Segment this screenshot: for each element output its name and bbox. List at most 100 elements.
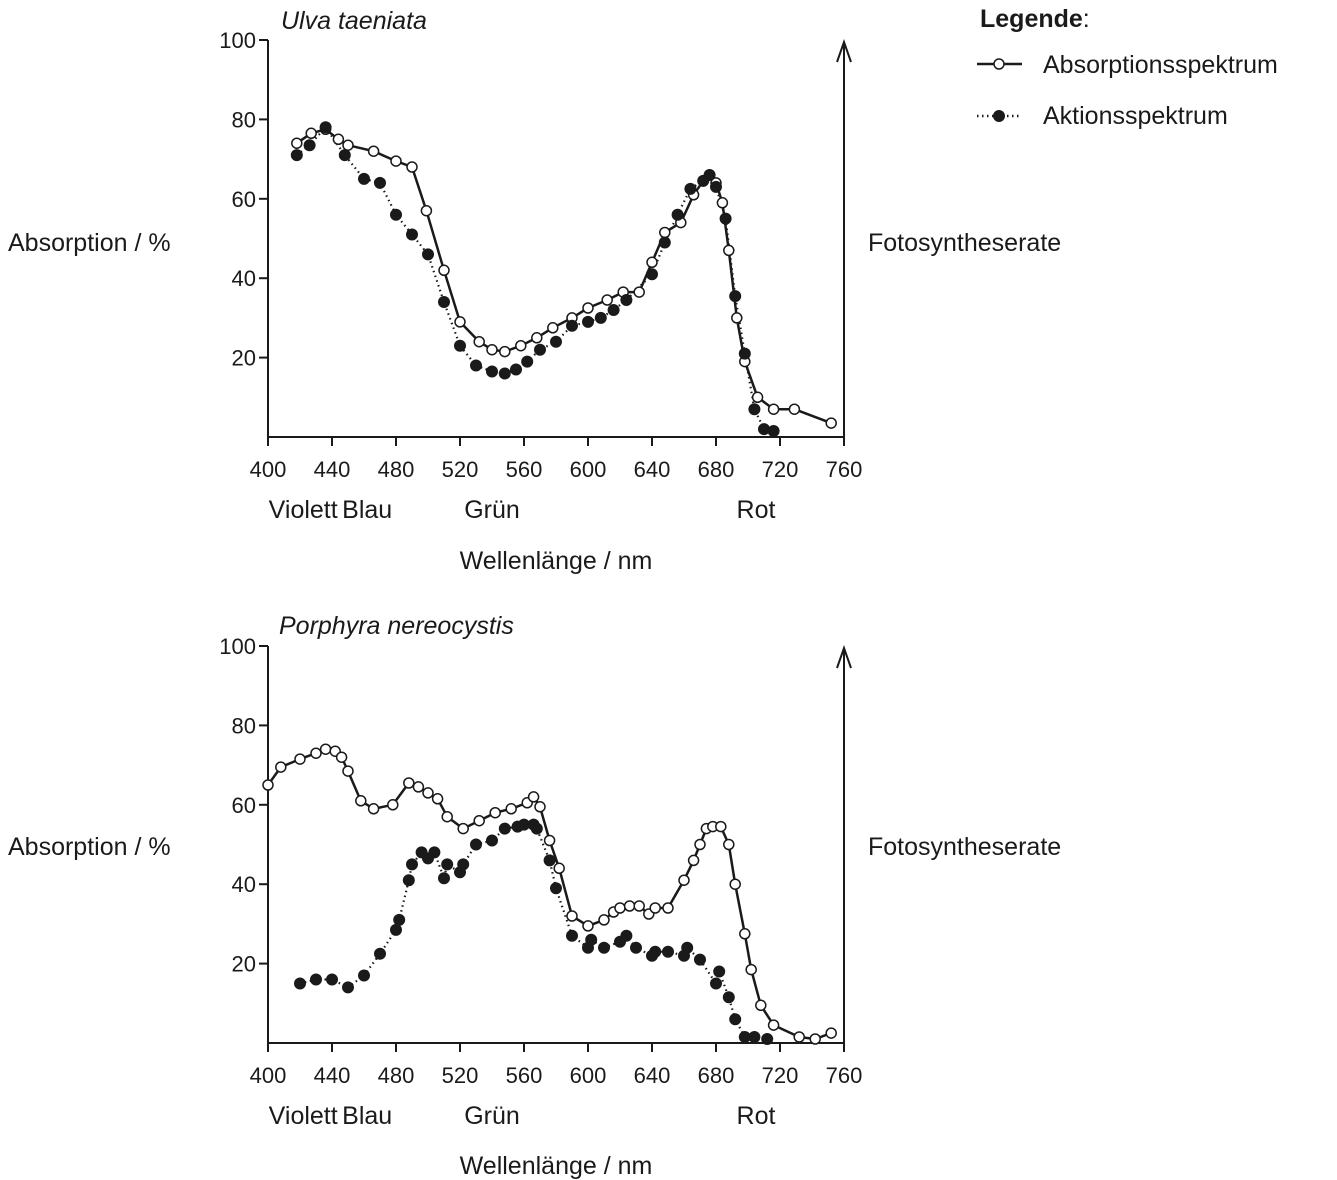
absorption-data-point — [716, 197, 729, 209]
color-regions: Violett Blau Grün Rot — [269, 496, 776, 524]
absorption-data-point — [755, 999, 767, 1012]
absorption-data-point — [342, 139, 354, 151]
action-data-point — [748, 403, 761, 416]
absorption-data-point — [406, 161, 418, 173]
absorption-data-point — [553, 862, 565, 875]
action-data-point — [294, 977, 306, 990]
action-data-point — [438, 872, 450, 885]
region-label: Violett — [269, 496, 338, 524]
legend-action-entry: Aktionsspektrum — [977, 102, 1228, 130]
region-label: Rot — [737, 496, 776, 524]
right-axis-arrowhead — [836, 644, 852, 669]
y-ticks: 20 40 60 80 100 — [219, 28, 268, 371]
x-tick-label: 520 — [442, 1063, 479, 1088]
absorption-data-point — [543, 834, 556, 847]
x-tick-label: 600 — [570, 1063, 607, 1088]
action-data-point — [438, 296, 450, 308]
panel-ulva: Ulva taeniata Absorption / % Fotosynthes… — [8, 7, 1061, 575]
absorption-data-point — [601, 294, 613, 306]
absorption-spectrum-line — [266, 747, 832, 1041]
action-data-point — [729, 290, 742, 303]
action-data-point — [498, 367, 511, 380]
action-spectrum-line — [296, 126, 774, 433]
absorption-data-point — [441, 810, 453, 823]
region-label: Grün — [464, 496, 520, 524]
absorption-spectrum-line — [296, 128, 832, 425]
action-data-point — [510, 363, 522, 376]
absorption-data-point — [809, 1033, 821, 1045]
action-data-point — [530, 822, 543, 835]
legend-absorption-entry: Absorptionsspektrum — [977, 51, 1278, 79]
absorption-data-point — [342, 765, 354, 777]
absorption-data-point — [731, 312, 743, 324]
action-data-point — [338, 149, 351, 162]
action-data-point — [550, 882, 562, 895]
absorption-data-point — [694, 838, 706, 851]
absorption-data-point — [715, 820, 727, 833]
y-tick-label: 20 — [232, 952, 256, 977]
action-data-point — [703, 169, 716, 181]
absorption-data-point — [387, 799, 399, 811]
action-data-point — [310, 973, 322, 986]
action-data-point — [290, 149, 303, 162]
y-tick-label: 100 — [219, 634, 256, 659]
x-tick-label: 720 — [762, 457, 799, 482]
absorption-data-point — [335, 751, 348, 763]
x-tick-label: 600 — [570, 457, 607, 482]
action-data-point — [713, 965, 726, 978]
action-data-point — [358, 969, 370, 982]
color-regions: Violett Blau Grün Rot — [269, 1102, 776, 1130]
action-data-point — [550, 335, 562, 348]
absorption-data-point — [355, 795, 367, 807]
absorption-data-point — [431, 793, 444, 805]
x-tick-label: 400 — [250, 457, 287, 482]
y-tick-label: 60 — [232, 793, 256, 818]
absorption-data-point — [739, 928, 751, 940]
action-data-point — [684, 182, 697, 195]
absorption-data-point — [729, 878, 741, 890]
y-tick-label: 20 — [232, 346, 256, 371]
x-tick-label: 640 — [634, 1063, 671, 1088]
region-label: Grün — [464, 1102, 520, 1130]
absorption-data-point — [623, 900, 636, 912]
legend-action-label: Aktionsspektrum — [1043, 102, 1228, 130]
y-tick-label: 40 — [232, 266, 256, 291]
action-data-point — [457, 858, 470, 871]
action-data-point — [428, 846, 441, 859]
absorption-data-point — [262, 779, 274, 791]
action-data-point — [582, 315, 594, 328]
action-data-point — [594, 311, 607, 324]
action-data-point — [649, 945, 662, 958]
action-data-point — [498, 822, 511, 835]
action-data-point — [303, 139, 316, 152]
absorption-data-point — [420, 204, 433, 217]
action-data-point — [694, 953, 706, 966]
absorption-data-point — [499, 345, 511, 358]
absorption-data-point — [403, 777, 415, 789]
action-data-point — [566, 929, 578, 942]
action-data-point — [761, 1033, 774, 1045]
action-data-point — [671, 208, 684, 221]
action-data-point — [441, 858, 454, 871]
action-data-point — [406, 858, 418, 871]
absorption-data-point — [438, 264, 450, 277]
action-data-point — [748, 1031, 761, 1043]
absorption-data-point — [633, 286, 645, 298]
absorption-data-point — [723, 244, 735, 257]
absorption-data-point — [489, 806, 501, 819]
y-tick-label: 40 — [232, 872, 256, 897]
y-tick-label: 80 — [232, 713, 256, 738]
y-tick-label: 80 — [232, 107, 256, 132]
absorption-data-point — [788, 403, 801, 415]
action-data-point — [681, 941, 694, 954]
y-axis-label: Absorption / % — [8, 229, 171, 257]
legend-absorption-marker — [993, 58, 1005, 70]
action-data-point — [767, 425, 780, 437]
absorption-data-point — [687, 854, 700, 867]
x-tick-label: 480 — [378, 457, 415, 482]
action-data-point — [710, 180, 722, 193]
x-tick-label: 400 — [250, 1063, 287, 1088]
absorption-data-point — [390, 155, 402, 167]
region-label: Rot — [737, 1102, 776, 1130]
